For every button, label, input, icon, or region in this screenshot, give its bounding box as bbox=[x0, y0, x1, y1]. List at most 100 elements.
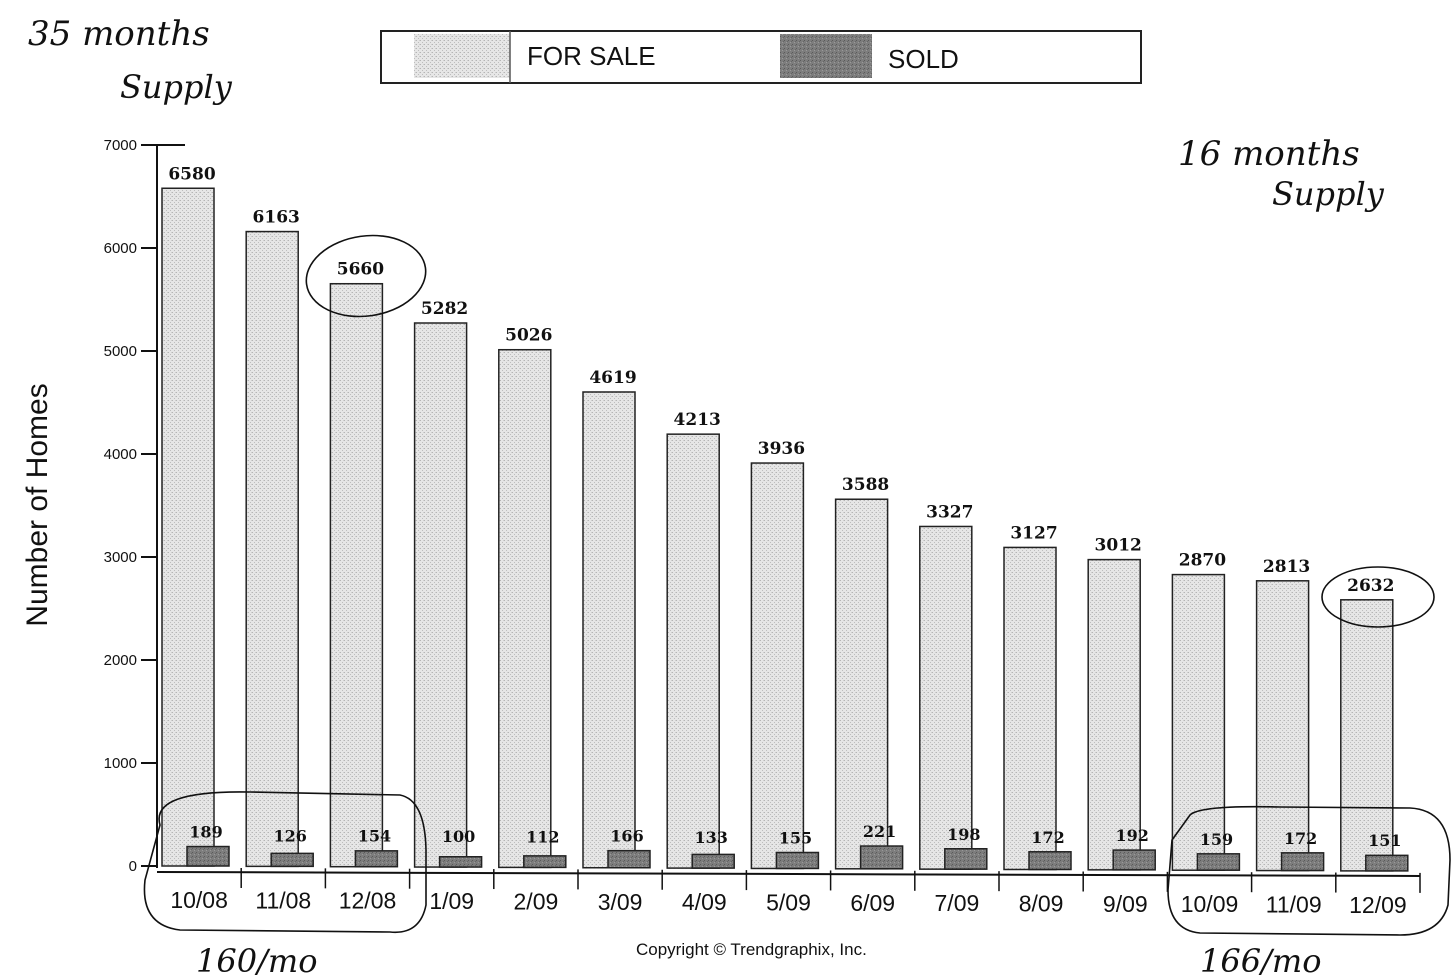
value-label-sold: 172 bbox=[1031, 828, 1064, 847]
value-label-sold: 151 bbox=[1368, 831, 1401, 850]
bar-sold bbox=[270, 852, 314, 868]
y-tick-label: 2000 bbox=[104, 652, 137, 669]
value-label-for-sale: 3588 bbox=[842, 475, 889, 495]
value-label-sold: 198 bbox=[947, 825, 980, 844]
value-label-sold: 166 bbox=[610, 827, 643, 846]
bar-for-sale bbox=[1087, 558, 1141, 871]
value-label-for-sale: 3012 bbox=[1095, 536, 1142, 556]
value-label-for-sale: 2632 bbox=[1347, 576, 1394, 596]
handwritten-annotations: 35 months Supply 16 months Supply 160/mo… bbox=[28, 14, 1451, 975]
bar-sold bbox=[607, 849, 651, 869]
y-tick-label: 4000 bbox=[104, 446, 137, 463]
value-label-sold: 112 bbox=[526, 827, 559, 846]
annotation-top-left-line2: Supply bbox=[120, 68, 233, 106]
category-label: 11/08 bbox=[255, 887, 311, 913]
category-label: 5/09 bbox=[766, 889, 811, 915]
bar-for-sale bbox=[1171, 573, 1226, 871]
bar-sold bbox=[1028, 851, 1072, 871]
x-axis-line bbox=[156, 871, 1421, 877]
circle-annotation-12-09 bbox=[1321, 566, 1435, 628]
legend-swatch-for-sale bbox=[414, 34, 510, 78]
bar-sold bbox=[523, 855, 567, 869]
value-label-sold: 159 bbox=[1200, 830, 1233, 849]
legend-label-for-sale: FOR SALE bbox=[527, 41, 656, 71]
annotation-bottom-left: 160/mo bbox=[196, 942, 317, 975]
bar-for-sale bbox=[329, 282, 384, 868]
annotation-top-left-line1: 35 months bbox=[28, 14, 210, 54]
bar-sold bbox=[1365, 854, 1409, 872]
annotation-top-right-line1: 16 months bbox=[1178, 134, 1360, 174]
legend: FOR SALE SOLD bbox=[380, 30, 1142, 84]
y-tick-label: 5000 bbox=[104, 343, 137, 360]
bar-for-sale bbox=[666, 433, 720, 869]
circle-annotation-sold-left bbox=[143, 791, 427, 934]
value-label-for-sale: 2813 bbox=[1263, 557, 1310, 577]
value-label-for-sale: 3936 bbox=[758, 439, 805, 459]
value-label-for-sale: 3327 bbox=[926, 502, 973, 522]
y-tick-label: 0 bbox=[129, 858, 137, 875]
axes: 0 1000 2000 3000 4000 5000 6000 7000 bbox=[104, 137, 1421, 893]
value-label-sold: 189 bbox=[189, 823, 222, 842]
value-labels: 6580 189 6163 126 5660 154 5282 100 5026 112 4619 1… bbox=[168, 164, 1401, 850]
bar-for-sale bbox=[750, 462, 805, 870]
bar-sold bbox=[1280, 852, 1325, 872]
category-label: 2/09 bbox=[514, 888, 559, 914]
category-label: 10/08 bbox=[170, 887, 228, 913]
bar-for-sale bbox=[1255, 580, 1310, 872]
bar-sold bbox=[1112, 849, 1156, 871]
bar-sold bbox=[944, 848, 988, 870]
category-label: 1/09 bbox=[429, 888, 474, 914]
category-label: 6/09 bbox=[850, 890, 895, 916]
value-label-sold: 133 bbox=[694, 828, 727, 847]
value-label-sold: 126 bbox=[273, 826, 306, 845]
value-label-sold: 100 bbox=[442, 827, 475, 846]
bar-for-sale bbox=[834, 498, 889, 870]
circle-annotation-12-08 bbox=[305, 234, 427, 318]
category-label: 10/09 bbox=[1181, 891, 1239, 917]
bar-sold bbox=[186, 845, 230, 867]
value-label-for-sale: 5660 bbox=[337, 260, 384, 280]
y-axis-title: Number of Homes bbox=[21, 383, 54, 626]
legend-label-sold: SOLD bbox=[888, 44, 959, 74]
value-label-for-sale: 4619 bbox=[589, 368, 636, 388]
value-label-sold: 155 bbox=[779, 828, 812, 847]
value-label-for-sale: 5026 bbox=[505, 326, 552, 346]
annotation-bottom-right: 166/mo bbox=[1200, 942, 1321, 975]
value-label-for-sale: 6163 bbox=[253, 208, 300, 228]
circle-annotation-sold-right bbox=[1167, 805, 1451, 936]
bar-for-sale bbox=[1003, 546, 1057, 871]
category-label: 3/09 bbox=[598, 889, 643, 915]
bar-sold bbox=[1196, 853, 1241, 871]
category-label: 11/09 bbox=[1266, 892, 1322, 918]
category-label: 7/09 bbox=[935, 890, 980, 916]
category-label: 9/09 bbox=[1103, 891, 1148, 917]
legend-swatch-sold bbox=[780, 34, 872, 78]
bar-sold bbox=[354, 850, 399, 868]
category-label: 12/08 bbox=[339, 888, 397, 914]
value-label-for-sale: 3127 bbox=[1010, 523, 1057, 543]
bar-for-sale bbox=[1340, 599, 1394, 872]
y-tick-label: 3000 bbox=[104, 549, 137, 566]
value-label-for-sale: 4213 bbox=[674, 410, 721, 430]
bars bbox=[161, 187, 1409, 872]
value-label-sold: 154 bbox=[358, 827, 391, 846]
value-label-sold: 221 bbox=[863, 822, 896, 841]
value-label-sold: 192 bbox=[1115, 826, 1148, 845]
category-label: 4/09 bbox=[682, 889, 727, 915]
bar-sold bbox=[691, 853, 735, 869]
bar-for-sale bbox=[582, 391, 636, 869]
bar-for-sale bbox=[413, 322, 468, 868]
value-label-for-sale: 5282 bbox=[421, 299, 468, 319]
category-labels: 10/08 11/08 12/08 1/09 2/09 3/09 4/09 5/09 6/09 7… bbox=[170, 887, 1406, 918]
copyright-footer: Copyright © Trendgraphix, Inc. bbox=[636, 940, 867, 959]
y-tick-label: 7000 bbox=[104, 137, 137, 154]
y-tick-label: 1000 bbox=[104, 755, 137, 772]
annotation-top-right-line2: Supply bbox=[1272, 175, 1385, 213]
bar-for-sale bbox=[161, 187, 215, 867]
bar-sold bbox=[438, 856, 483, 868]
category-label: 12/09 bbox=[1349, 892, 1407, 918]
y-tick-label: 6000 bbox=[104, 240, 137, 257]
value-label-sold: 172 bbox=[1284, 829, 1317, 848]
value-label-for-sale: 6580 bbox=[168, 164, 215, 184]
bar-sold bbox=[775, 851, 820, 870]
